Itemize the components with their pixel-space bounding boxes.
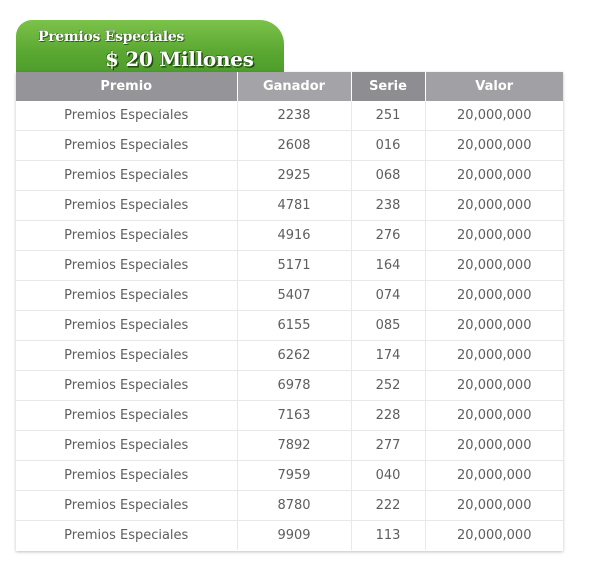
cell-premio: Premios Especiales	[16, 460, 238, 491]
cell-serie: 228	[351, 400, 426, 431]
cell-serie: 174	[351, 340, 426, 371]
cell-valor: 20,000,000	[425, 310, 563, 341]
table-row: Premios Especiales 7892 277 20,000,000	[16, 430, 563, 461]
table-row: Premios Especiales 6155 085 20,000,000	[16, 310, 563, 341]
table-row: Premios Especiales 2925 068 20,000,000	[16, 160, 563, 191]
cell-valor: 20,000,000	[425, 250, 563, 281]
cell-ganador: 4781	[237, 190, 352, 221]
cell-premio: Premios Especiales	[16, 190, 238, 221]
table-row: Premios Especiales 7163 228 20,000,000	[16, 400, 563, 431]
cell-premio: Premios Especiales	[16, 220, 238, 251]
cell-ganador: 7959	[237, 460, 352, 491]
cell-premio: Premios Especiales	[16, 520, 238, 550]
cell-valor: 20,000,000	[425, 370, 563, 401]
table-row: Premios Especiales 5407 074 20,000,000	[16, 280, 563, 311]
cell-premio: Premios Especiales	[16, 280, 238, 311]
cell-valor: 20,000,000	[425, 460, 563, 491]
results-table: Premio Ganador Serie Valor Premios Espec…	[16, 72, 563, 550]
cell-ganador: 5171	[237, 250, 352, 281]
table-row: Premios Especiales 6262 174 20,000,000	[16, 340, 563, 371]
banner-title: $ 20 Millones	[105, 47, 254, 71]
table-row: Premios Especiales 8780 222 20,000,000	[16, 490, 563, 521]
cell-valor: 20,000,000	[425, 340, 563, 371]
cell-ganador: 2925	[237, 160, 352, 191]
cell-valor: 20,000,000	[425, 280, 563, 311]
cell-serie: 074	[351, 280, 426, 311]
table-row: Premios Especiales 2608 016 20,000,000	[16, 130, 563, 161]
cell-premio: Premios Especiales	[16, 250, 238, 281]
table-body: Premios Especiales 2238 251 20,000,000 Premi…	[16, 101, 563, 550]
cell-serie: 085	[351, 310, 426, 341]
cell-premio: Premios Especiales	[16, 160, 238, 191]
cell-ganador: 6262	[237, 340, 352, 371]
cell-serie: 276	[351, 220, 426, 251]
cell-valor: 20,000,000	[457, 528, 532, 543]
cell-valor: 20,000,000	[425, 220, 563, 251]
cell-serie: 252	[351, 370, 426, 401]
cell-serie: 016	[351, 130, 426, 161]
cell-ganador: 4916	[237, 220, 352, 251]
table-row: Premios Especiales 7959 040 20,000,000	[16, 460, 563, 491]
cell-valor: 20,000,000	[425, 190, 563, 221]
cell-ganador: 2608	[237, 130, 352, 161]
cell-ganador: 2238	[237, 101, 352, 131]
cell-valor: 20,000,000	[425, 160, 563, 191]
table-row: Premios Especiales 4781 238 20,000,000	[16, 190, 563, 221]
cell-valor: 20,000,000	[425, 130, 563, 161]
cell-ganador: 9909	[237, 520, 352, 550]
cell-serie: 040	[351, 460, 426, 491]
cell-serie: 238	[351, 190, 426, 221]
cell-valor: 20,000,000	[425, 400, 563, 431]
cell-serie: 164	[351, 250, 426, 281]
cell-premio: Premios Especiales	[16, 101, 238, 131]
cell-premio: Premios Especiales	[16, 400, 238, 431]
cell-premio: Premios Especiales	[16, 310, 238, 341]
cell-premio: Premios Especiales	[16, 370, 238, 401]
table-row: Premios Especiales 4916 276 20,000,000	[16, 220, 563, 251]
cell-serie: 222	[351, 490, 426, 521]
table-row: Premios Especiales 6978 252 20,000,000	[16, 370, 563, 401]
cell-premio: Premios Especiales	[16, 130, 238, 161]
header-row: Premio Ganador Serie Valor	[16, 72, 563, 101]
table-row: Premios Especiales 5171 164 20,000,000	[16, 250, 563, 281]
table-header: Premio Ganador Serie Valor	[16, 72, 563, 101]
table-row: Premios Especiales 9909 113 20,000,000	[16, 520, 563, 550]
cell-valor: 20,000,000	[425, 430, 563, 461]
results-table-container: Premio Ganador Serie Valor Premios Espec…	[16, 72, 563, 551]
cell-valor: 20,000,000	[425, 101, 563, 131]
cell-premio: Premios Especiales	[16, 340, 238, 371]
table-row: Premios Especiales 2238 251 20,000,000	[16, 101, 563, 131]
cell-premio: Premios Especiales	[16, 490, 238, 521]
cell-serie: 251	[351, 101, 426, 131]
header-premio: Premio	[16, 72, 238, 101]
cell-serie: 113	[351, 520, 426, 550]
cell-premio: Premios Especiales	[16, 430, 238, 461]
header-serie: Serie	[351, 72, 426, 101]
banner-subtitle: Premios Especiales	[38, 29, 184, 45]
cell-ganador: 6978	[237, 370, 352, 401]
cell-ganador: 5407	[237, 280, 352, 311]
cell-serie: 277	[351, 430, 426, 461]
cell-valor: 20,000,000	[425, 490, 563, 521]
cell-ganador: 6155	[237, 310, 352, 341]
cell-ganador: 7163	[237, 400, 352, 431]
cell-ganador: 7892	[237, 430, 352, 461]
header-ganador: Ganador	[237, 72, 352, 101]
prize-banner: Premios Especiales $ 20 Millones	[16, 20, 284, 78]
cell-ganador: 8780	[237, 490, 352, 521]
cell-serie: 068	[351, 160, 426, 191]
header-valor: Valor	[425, 72, 563, 101]
